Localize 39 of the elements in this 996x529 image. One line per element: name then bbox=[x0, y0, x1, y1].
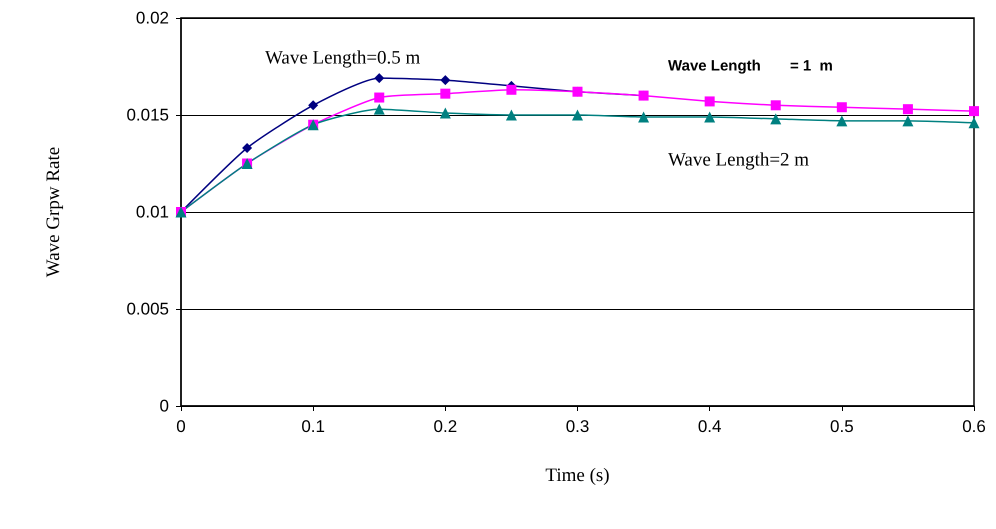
point bbox=[704, 96, 715, 106]
point bbox=[374, 73, 384, 84]
point bbox=[902, 115, 914, 126]
y-tick-label: 0.005 bbox=[126, 300, 169, 318]
annotation: Wave Length = 1 m bbox=[668, 58, 833, 74]
x-tick-label: 0.6 bbox=[962, 417, 986, 436]
point bbox=[440, 75, 450, 86]
point bbox=[969, 106, 979, 116]
point bbox=[440, 88, 450, 99]
point bbox=[374, 104, 385, 115]
x-tick-label: 0.4 bbox=[698, 417, 722, 436]
point bbox=[374, 92, 384, 103]
y-tick-label: 0 bbox=[160, 396, 169, 416]
x-axis-title: Time (s) bbox=[545, 465, 610, 486]
point bbox=[440, 108, 451, 119]
y-axis-title: Wave Grpw Rate bbox=[43, 146, 64, 278]
point bbox=[902, 104, 913, 114]
point bbox=[572, 110, 583, 120]
point bbox=[704, 111, 716, 122]
y-tick-label: 0.015 bbox=[126, 106, 169, 124]
point bbox=[506, 84, 516, 95]
x-tick-label: 0 bbox=[176, 417, 186, 436]
x-tick-label: 0.5 bbox=[830, 417, 854, 436]
point bbox=[638, 111, 650, 122]
point bbox=[242, 142, 252, 153]
point bbox=[836, 115, 848, 126]
y-tick-label: 0.01 bbox=[136, 202, 169, 222]
point bbox=[770, 100, 781, 110]
point bbox=[308, 100, 318, 110]
annotation: Wave Length=2 m bbox=[668, 150, 810, 170]
point bbox=[836, 102, 847, 112]
point bbox=[770, 113, 782, 124]
x-tick-label: 0.1 bbox=[301, 417, 325, 436]
x-tick-label: 0.2 bbox=[434, 417, 458, 436]
point bbox=[968, 117, 980, 128]
point bbox=[506, 110, 517, 120]
annotation: Wave Length=0.5 m bbox=[265, 48, 421, 68]
x-tick-label: 0.3 bbox=[566, 417, 590, 436]
y-tick-label: 0.02 bbox=[136, 8, 169, 28]
